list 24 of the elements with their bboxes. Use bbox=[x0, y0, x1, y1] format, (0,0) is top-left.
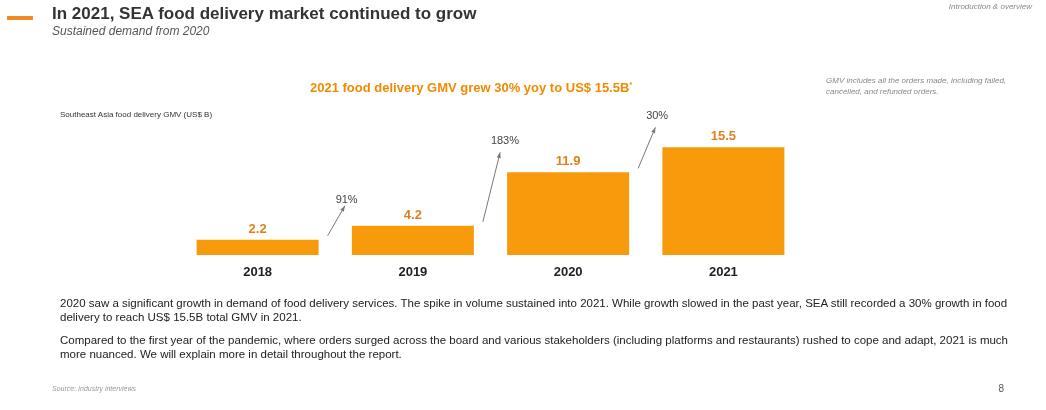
bar bbox=[351, 225, 474, 255]
data-label: 15.5 bbox=[710, 128, 737, 144]
text: Compared to the first year of the pandemic, where orders surged across the board and various stakeholders (including platforms and restaurants) rushed to cope and adapt, 2021 is much more nuanced. We will explain more in detail throughout the report. bbox=[60, 333, 1009, 361]
chart-title: In 2021, SEA food delivery market continued to grow bbox=[52, 4, 477, 24]
x-tick-label: 2020 bbox=[553, 264, 583, 279]
text: 2021 food delivery GMV grew 30% yoy to US$ 15.5B$^{*}$ bbox=[310, 80, 633, 96]
annotation: 91% bbox=[335, 193, 358, 206]
chart-subtitle: Sustained demand from 2020 bbox=[52, 24, 210, 38]
bar bbox=[662, 147, 785, 255]
data-label: 4.2 bbox=[403, 206, 422, 222]
text: 2020 saw a significant growth in demand of food delivery services. The spike in volume sustained into 2021. While growth slowed in the past year, SEA still recorded a 30% growth in food delivery to reach US$ 15.5B total GMV in 2021. bbox=[60, 296, 1009, 324]
data-label: 11.9 bbox=[555, 153, 581, 169]
bar bbox=[196, 239, 319, 255]
text: 183% bbox=[490, 133, 520, 146]
x-tick-label: 2021 bbox=[708, 264, 738, 279]
y-axis-title: Southeast Asia food delivery GMV (US$ B) bbox=[60, 110, 213, 119]
text: 30% bbox=[646, 108, 669, 121]
x-tick-label: 2019 bbox=[398, 264, 428, 279]
text: 8 bbox=[998, 383, 1004, 394]
bar bbox=[507, 172, 630, 255]
text: GMV includes all the orders made, including failed, cancelled, and refunded orders. bbox=[826, 75, 1008, 97]
data-label: 2.2 bbox=[248, 220, 267, 236]
text: Introduction & overview bbox=[948, 2, 1032, 11]
x-tick-label: 2018 bbox=[243, 264, 273, 279]
